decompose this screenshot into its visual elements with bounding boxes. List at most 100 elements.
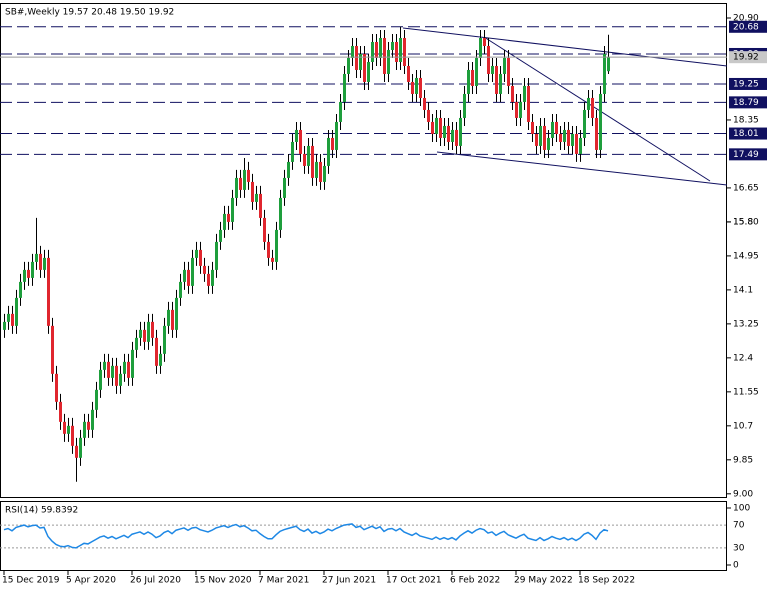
y-tick-label: 20.90 xyxy=(733,13,759,23)
candle-body xyxy=(483,37,486,46)
candle-body xyxy=(151,321,154,338)
candle-body xyxy=(559,133,562,142)
candle-body xyxy=(255,193,258,202)
x-tick-label: 15 Dec 2019 xyxy=(2,576,60,586)
candle-body xyxy=(371,41,374,62)
rsi-title: RSI(14) 59.8392 xyxy=(5,506,78,516)
rsi-tick-label: 70 xyxy=(733,521,745,531)
candle-body xyxy=(547,137,550,150)
candle-body xyxy=(7,313,10,322)
candle-body xyxy=(67,425,70,434)
trendline xyxy=(483,36,711,182)
candle-body xyxy=(187,269,190,286)
trendline xyxy=(436,151,728,186)
candle-body xyxy=(183,269,186,282)
candle-body xyxy=(15,297,18,326)
candle-body xyxy=(447,125,450,142)
candle-body xyxy=(31,261,34,278)
candle-body xyxy=(451,129,454,142)
level-label-box xyxy=(729,77,767,90)
candle-body xyxy=(19,281,22,298)
candle-body xyxy=(267,241,270,258)
price-label-box xyxy=(729,51,767,64)
candle-body xyxy=(75,445,78,458)
candle-body xyxy=(259,193,262,218)
candle-body xyxy=(107,361,110,378)
candle-body xyxy=(199,249,202,266)
candle-body xyxy=(599,93,602,150)
candle-body xyxy=(499,73,502,94)
candle-body xyxy=(387,49,390,74)
candle-body xyxy=(395,41,398,62)
candle-body xyxy=(419,77,422,98)
candle-body xyxy=(163,325,166,354)
candle-body xyxy=(603,53,606,94)
candle-body xyxy=(579,137,582,154)
candle-body xyxy=(83,421,86,438)
candle-body xyxy=(239,177,242,190)
candle-body xyxy=(87,421,90,430)
candle-body xyxy=(43,257,46,270)
candle-body xyxy=(307,145,310,166)
candle-body xyxy=(595,117,598,150)
x-tick-label: 17 Oct 2021 xyxy=(386,576,442,586)
candle-body xyxy=(319,161,322,182)
candle-body xyxy=(411,81,414,94)
candle-body xyxy=(223,213,226,230)
candle-body xyxy=(11,313,14,326)
candle-body xyxy=(291,141,294,162)
candle-body xyxy=(195,249,198,258)
candle-body xyxy=(363,53,366,82)
candle-body xyxy=(35,253,38,262)
candle-body xyxy=(159,353,162,366)
candle-body xyxy=(191,257,194,286)
candle-body xyxy=(231,197,234,222)
candle-body xyxy=(63,421,66,434)
y-tick-label: 13.25 xyxy=(733,319,759,329)
candle-body xyxy=(543,125,546,150)
candle-body xyxy=(471,69,474,86)
candle-body xyxy=(127,361,130,378)
y-tick-label: 15.8 xyxy=(733,217,753,227)
candle-body xyxy=(479,37,482,58)
candle-body xyxy=(407,65,410,82)
x-tick-label: 7 Mar 2021 xyxy=(258,576,309,586)
level-label-box xyxy=(729,20,767,33)
y-tick-label: 15.80 xyxy=(733,217,759,227)
candle-body xyxy=(323,165,326,182)
candle-body xyxy=(403,37,406,66)
candle-body xyxy=(23,269,26,282)
level-label: 19.25 xyxy=(733,79,759,89)
candle-body xyxy=(275,229,278,262)
level-label-box xyxy=(729,96,767,109)
candle-body xyxy=(379,37,382,58)
candle-body xyxy=(443,125,446,138)
candle-body xyxy=(391,41,394,50)
x-tick-label: 5 Apr 2020 xyxy=(66,576,116,586)
candle-body xyxy=(51,325,54,374)
candle-body xyxy=(287,161,290,178)
candle-body xyxy=(279,197,282,230)
candle-body xyxy=(439,117,442,138)
candle-body xyxy=(467,69,470,94)
candle-body xyxy=(207,273,210,286)
y-tick-label: 12.4 xyxy=(733,353,753,363)
candle-body xyxy=(247,169,250,182)
candle-body xyxy=(155,337,158,366)
candle-body xyxy=(327,137,330,166)
candle-body xyxy=(495,65,498,94)
candle-body xyxy=(435,117,438,134)
candle-body xyxy=(27,269,30,278)
candle-body xyxy=(71,425,74,446)
candle-body xyxy=(115,365,118,386)
candle-body xyxy=(583,109,586,138)
candle-body xyxy=(203,265,206,274)
rsi-panel xyxy=(0,501,727,571)
candle-body xyxy=(527,85,530,122)
candle-body xyxy=(571,133,574,146)
candle-body xyxy=(383,37,386,74)
candle-body xyxy=(179,281,182,298)
candle-body xyxy=(103,361,106,370)
candle-body xyxy=(475,57,478,86)
candle-body xyxy=(591,97,594,118)
